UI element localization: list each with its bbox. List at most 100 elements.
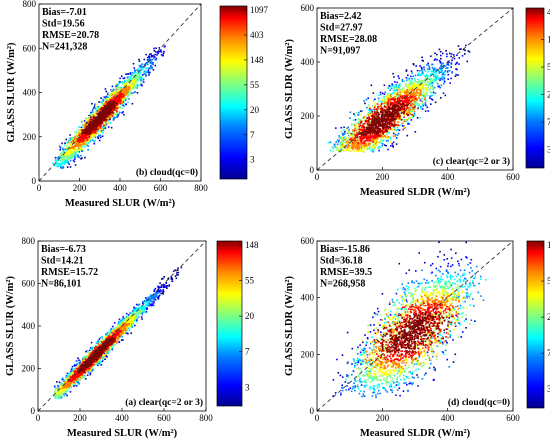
density-point — [103, 115, 106, 118]
density-point — [104, 102, 106, 105]
density-point — [394, 131, 396, 134]
density-point — [406, 119, 409, 121]
density-point — [115, 89, 117, 92]
density-point — [381, 92, 384, 95]
density-point — [414, 99, 416, 101]
density-point — [388, 85, 391, 88]
density-point — [444, 94, 447, 97]
density-point — [401, 80, 404, 83]
density-point — [90, 128, 92, 131]
density-point — [114, 109, 116, 111]
density-point — [440, 84, 443, 87]
density-point — [107, 122, 109, 124]
density-point — [389, 89, 391, 91]
density-point — [332, 150, 334, 152]
density-point — [397, 118, 400, 120]
density-point — [400, 97, 402, 99]
density-point — [403, 105, 405, 108]
density-point — [128, 80, 130, 82]
density-point — [359, 150, 362, 152]
density-point — [71, 138, 74, 141]
density-point — [389, 122, 392, 125]
density-point — [131, 79, 133, 82]
density-point — [97, 121, 100, 124]
density-point — [66, 166, 69, 168]
density-point — [110, 99, 113, 101]
density-point — [80, 128, 83, 130]
density-point — [348, 139, 351, 141]
density-point — [421, 73, 424, 75]
density-point — [60, 157, 63, 159]
density-point — [412, 116, 414, 119]
density-point — [380, 140, 382, 143]
density-point — [341, 148, 343, 150]
density-point — [63, 160, 65, 162]
density-point — [140, 84, 142, 86]
density-point — [97, 112, 100, 115]
density-point — [400, 124, 402, 126]
density-point — [362, 133, 364, 136]
density-point — [440, 67, 442, 70]
density-point — [140, 76, 142, 79]
density-point — [105, 104, 107, 107]
density-point — [128, 91, 130, 93]
density-point — [396, 134, 399, 137]
density-point — [372, 100, 375, 103]
x-tick-label: 400 — [113, 183, 127, 193]
density-point — [387, 107, 389, 109]
density-point — [64, 155, 66, 157]
density-point — [127, 101, 129, 104]
density-point — [427, 81, 429, 83]
density-point — [392, 98, 394, 101]
density-point — [109, 112, 112, 114]
density-point — [435, 77, 437, 80]
density-point — [392, 124, 394, 126]
density-point — [439, 61, 442, 63]
density-point — [387, 94, 389, 96]
density-point — [378, 94, 380, 97]
colorbar — [219, 5, 248, 180]
density-point — [118, 102, 120, 104]
density-point — [154, 64, 157, 67]
density-point — [386, 127, 389, 129]
density-point — [123, 95, 125, 97]
density-point — [87, 149, 89, 151]
density-point — [122, 89, 124, 92]
density-point — [395, 112, 397, 114]
density-point — [142, 80, 144, 82]
density-point — [104, 111, 107, 113]
density-point — [402, 101, 405, 104]
density-point — [344, 131, 346, 133]
density-point — [397, 124, 399, 126]
density-point — [115, 115, 118, 117]
density-point — [140, 82, 143, 85]
density-point — [336, 149, 338, 151]
colorbar-tick-label: 55 — [250, 80, 260, 90]
density-point — [100, 106, 103, 109]
density-point — [74, 137, 76, 140]
density-point — [76, 133, 79, 135]
density-point — [435, 78, 437, 80]
density-point — [405, 112, 408, 114]
y-tick-label: 400 — [23, 88, 37, 98]
density-point — [92, 116, 95, 118]
density-point — [122, 93, 125, 96]
density-point — [66, 158, 69, 160]
density-point — [369, 122, 372, 124]
density-point — [146, 63, 149, 66]
density-point — [73, 142, 76, 144]
density-point — [155, 57, 158, 60]
density-point — [446, 62, 449, 64]
density-point — [62, 167, 65, 169]
density-point — [81, 148, 83, 150]
density-point — [77, 140, 80, 142]
density-point — [102, 103, 104, 105]
density-point — [66, 151, 69, 153]
density-point — [384, 126, 387, 129]
density-point — [345, 140, 347, 143]
density-point — [418, 99, 421, 101]
density-point — [111, 92, 114, 95]
density-point — [426, 84, 429, 86]
density-point — [352, 130, 354, 133]
density-point — [409, 80, 412, 82]
